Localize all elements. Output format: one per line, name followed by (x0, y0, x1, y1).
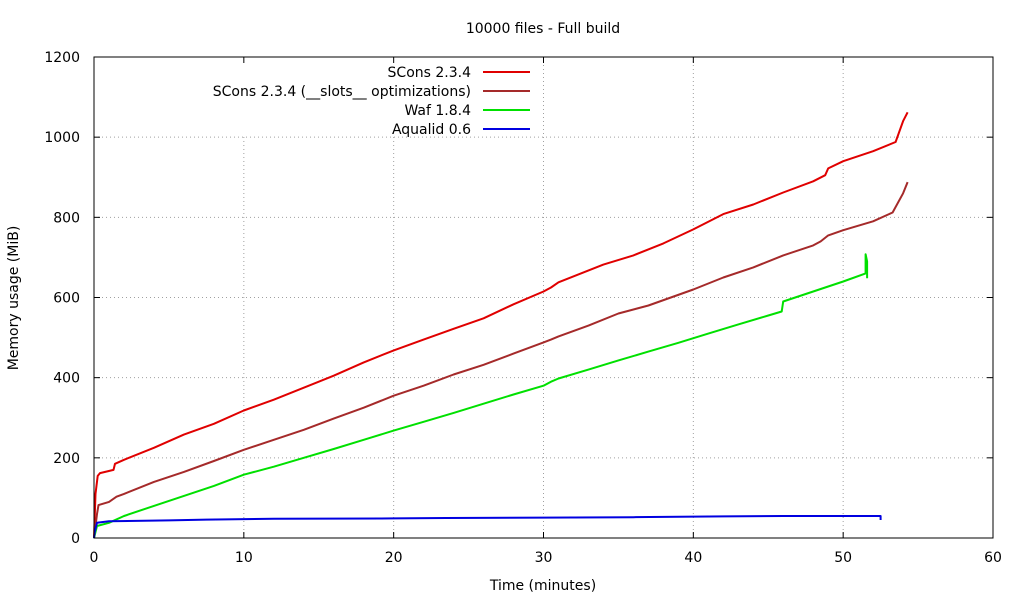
series-line-4 (93, 515, 882, 539)
y-tick-label: 400 (53, 371, 80, 387)
chart-title: 10000 files - Full build (466, 21, 620, 37)
legend-entry-2: SCons 2.3.4 (__slots__ optimizations) (213, 84, 530, 100)
series-line-2 (93, 181, 909, 539)
series-line-1 (93, 111, 909, 539)
x-tick-label: 30 (535, 550, 553, 566)
y-tick-label: 600 (53, 291, 80, 307)
legend-label: SCons 2.3.4 (388, 65, 472, 81)
legend-label: SCons 2.3.4 (__slots__ optimizations) (213, 84, 471, 100)
legend-entry-1: SCons 2.3.4 (388, 65, 530, 81)
series-layer (93, 111, 909, 539)
y-tick-label: 0 (71, 531, 80, 547)
series-line-3 (93, 253, 869, 539)
x-tick-label: 0 (90, 550, 99, 566)
legend-label: Aqualid 0.6 (392, 122, 471, 138)
x-tick-label: 20 (385, 550, 403, 566)
legend-label: Waf 1.8.4 (404, 103, 471, 119)
y-tick-label: 1000 (44, 130, 80, 146)
y-tick-label: 200 (53, 451, 80, 467)
y-tick-label: 1200 (44, 50, 80, 66)
legend-entry-3: Waf 1.8.4 (404, 103, 530, 119)
x-tick-label: 40 (684, 550, 702, 566)
x-tick-label: 60 (984, 550, 1002, 566)
x-tick-label: 10 (235, 550, 253, 566)
grid-layer (94, 57, 993, 538)
y-axis-label: Memory usage (MiB) (6, 226, 22, 371)
legend-entry-4: Aqualid 0.6 (392, 122, 530, 138)
x-axis-label: Time (minutes) (489, 578, 596, 594)
x-tick-label: 50 (834, 550, 852, 566)
y-tick-label: 800 (53, 210, 80, 226)
legend: SCons 2.3.4 SCons 2.3.4 (__slots__ optimi… (213, 65, 530, 138)
